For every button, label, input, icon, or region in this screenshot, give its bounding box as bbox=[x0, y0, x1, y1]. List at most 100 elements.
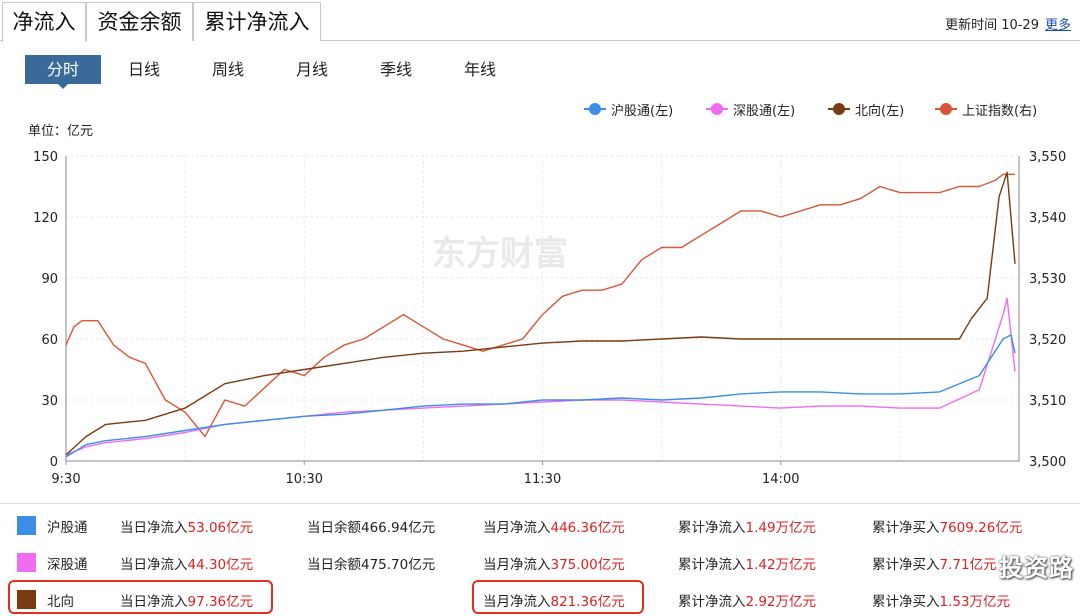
chart-lines bbox=[65, 171, 1016, 458]
stats-cum-inflow-label: 累计净流入 bbox=[678, 594, 746, 610]
update-time-label: 更新时间 10-29 bbox=[945, 18, 1039, 33]
period-monthly[interactable]: 月线 bbox=[295, 60, 328, 79]
legend-hgt-marker bbox=[584, 102, 606, 116]
legend-sh-marker bbox=[935, 102, 957, 116]
stats-today-label: 当日净流入 bbox=[120, 594, 188, 610]
legend-sh-label: 上证指数(右) bbox=[962, 103, 1038, 119]
x-tick-label: 11:30 bbox=[524, 472, 561, 487]
chart-watermark: 东方财富 bbox=[432, 234, 568, 274]
stats-balance-label: 当日余额 bbox=[307, 557, 361, 573]
stats-month-label: 当月净流入 bbox=[483, 557, 551, 573]
stats-name: 沪股通 bbox=[47, 520, 88, 536]
tab-bar: 净流入 资金余额 累计净流入 更新时间 10-29 更多 bbox=[0, 0, 1080, 42]
y-right-tick: 3,520 bbox=[1029, 333, 1066, 348]
stats-cum-buy: 累计净买入1.53万亿元 bbox=[872, 590, 1010, 610]
flow-chart: 东方财富 0 3,500 30 3,510 60 3,520 90 3,530 120 3,540… bbox=[33, 150, 1066, 487]
x-tick-label: 10:30 bbox=[286, 472, 323, 487]
legend-hgt-label: 沪股通(左) bbox=[611, 103, 674, 119]
stats-today-value: 97.36亿元 bbox=[187, 594, 254, 610]
highlight-north-month bbox=[472, 580, 644, 614]
period-yearly[interactable]: 年线 bbox=[463, 60, 496, 79]
legend-hgt[interactable]: 沪股通(左) bbox=[584, 100, 674, 119]
tab-net-inflow[interactable]: 净流入 bbox=[2, 2, 86, 42]
sgt-color-square bbox=[17, 553, 36, 572]
stats-today: 当日净流入44.30亿元 bbox=[120, 553, 253, 573]
y-left-tick: 0 bbox=[50, 455, 58, 470]
legend-sgt-marker bbox=[706, 102, 728, 116]
more-link[interactable]: 更多 bbox=[1044, 18, 1071, 33]
period-quarterly[interactable]: 季线 bbox=[379, 60, 412, 79]
y-left-tick: 60 bbox=[41, 333, 58, 348]
stats-month-value: 821.36亿元 bbox=[550, 594, 625, 610]
tab-fund-balance[interactable]: 资金余额 bbox=[86, 2, 193, 41]
stats-month: 当月净流入821.36亿元 bbox=[483, 590, 625, 610]
stats-cum-buy: 累计净买入7.71亿元 bbox=[872, 553, 997, 573]
stats-cum-inflow-value: 1.49万亿元 bbox=[745, 520, 817, 536]
stats-month-label: 当月净流入 bbox=[483, 520, 551, 536]
stats-today-value: 44.30亿元 bbox=[187, 557, 254, 573]
series-line-sgt bbox=[65, 297, 1016, 456]
stats-name: 深股通 bbox=[47, 557, 88, 573]
legend-sgt[interactable]: 深股通(左) bbox=[706, 100, 796, 119]
stats-cum-buy: 累计净买入7609.26亿元 bbox=[872, 516, 1022, 536]
series-line-hgt bbox=[65, 334, 1016, 458]
legend-sgt-label: 深股通(左) bbox=[733, 103, 796, 119]
update-time: 更新时间 10-29 更多 bbox=[945, 14, 1071, 33]
stats-cum-inflow: 累计净流入1.42万亿元 bbox=[678, 553, 816, 573]
tab-bar-divider bbox=[0, 40, 1080, 41]
stats-cum-inflow: 累计净流入2.92万亿元 bbox=[678, 590, 816, 610]
stats-cum-inflow: 累计净流入1.49万亿元 bbox=[678, 516, 816, 536]
chart-grid bbox=[66, 155, 1019, 461]
hgt-color-square bbox=[17, 516, 36, 535]
y-right-tick: 3,500 bbox=[1029, 455, 1066, 470]
stats-cum-buy-label: 累计净买入 bbox=[872, 557, 940, 573]
period-weekly[interactable]: 周线 bbox=[211, 60, 244, 79]
stats-month-value: 446.36亿元 bbox=[550, 520, 625, 536]
x-tick-label: 14:00 bbox=[762, 472, 799, 487]
y-right-tick: 3,550 bbox=[1029, 150, 1066, 165]
chart-axes: 0 3,500 30 3,510 60 3,520 90 3,530 120 3,540 150 3,… bbox=[33, 150, 1066, 487]
y-left-tick: 150 bbox=[33, 150, 58, 165]
stats-cum-inflow-value: 2.92万亿元 bbox=[745, 594, 817, 610]
series-line-north bbox=[65, 171, 1016, 456]
stats-cum-buy-label: 累计净买入 bbox=[872, 520, 940, 536]
tab-cumulative-inflow[interactable]: 累计净流入 bbox=[193, 2, 321, 41]
stats-balance-label: 当日余额 bbox=[307, 520, 361, 536]
stats-row-north: 北向 当日净流入97.36亿元 当月净流入821.36亿元 累计净流入2.92万… bbox=[0, 578, 1080, 616]
stats-today: 当日净流入53.06亿元 bbox=[120, 516, 253, 536]
legend-north-marker bbox=[828, 102, 850, 116]
stats-month-value: 375.00亿元 bbox=[550, 557, 625, 573]
y-right-tick: 3,530 bbox=[1029, 272, 1066, 287]
y-left-tick: 90 bbox=[41, 272, 58, 287]
legend-sh[interactable]: 上证指数(右) bbox=[935, 100, 1038, 119]
period-daily[interactable]: 日线 bbox=[127, 60, 160, 79]
stats-cum-buy-value: 7.71亿元 bbox=[939, 557, 997, 573]
y-right-tick: 3,540 bbox=[1029, 211, 1066, 226]
legend-north[interactable]: 北向(左) bbox=[828, 100, 905, 119]
stats-today-value: 53.06亿元 bbox=[187, 520, 254, 536]
stats-row-sgt: 深股通 当日净流入44.30亿元 当日余额475.70亿元 当月净流入375.0… bbox=[0, 541, 1080, 579]
north-color-square bbox=[17, 590, 36, 609]
stats-balance-value: 466.94亿元 bbox=[361, 520, 436, 536]
highlight-north-today bbox=[8, 580, 273, 614]
stats-balance-value: 475.70亿元 bbox=[361, 557, 436, 573]
y-right-tick: 3,510 bbox=[1029, 394, 1066, 409]
stats-cum-inflow-label: 累计净流入 bbox=[678, 557, 746, 573]
stats-month-label: 当月净流入 bbox=[483, 594, 551, 610]
unit-label: 单位：亿元 bbox=[28, 124, 94, 139]
stats-cum-buy-value: 7609.26亿元 bbox=[939, 520, 1023, 536]
period-intraday[interactable]: 分时 bbox=[25, 55, 101, 89]
stats-balance: 当日余额466.94亿元 bbox=[307, 516, 435, 536]
stats-row-hgt: 沪股通 当日净流入53.06亿元 当日余额466.94亿元 当月净流入446.3… bbox=[0, 504, 1080, 542]
stats-today-label: 当日净流入 bbox=[120, 557, 188, 573]
stats-cum-inflow-label: 累计净流入 bbox=[678, 520, 746, 536]
legend-north-label: 北向(左) bbox=[855, 103, 905, 119]
stats-divider bbox=[0, 503, 1080, 504]
stats-month: 当月净流入446.36亿元 bbox=[483, 516, 625, 536]
stats-name: 北向 bbox=[47, 594, 74, 610]
corner-watermark: 投资路 bbox=[999, 554, 1074, 582]
stats-today-label: 当日净流入 bbox=[120, 520, 188, 536]
stats-cum-buy-value: 1.53万亿元 bbox=[939, 594, 1011, 610]
y-left-tick: 120 bbox=[33, 211, 58, 226]
stats-cum-buy-label: 累计净买入 bbox=[872, 594, 940, 610]
